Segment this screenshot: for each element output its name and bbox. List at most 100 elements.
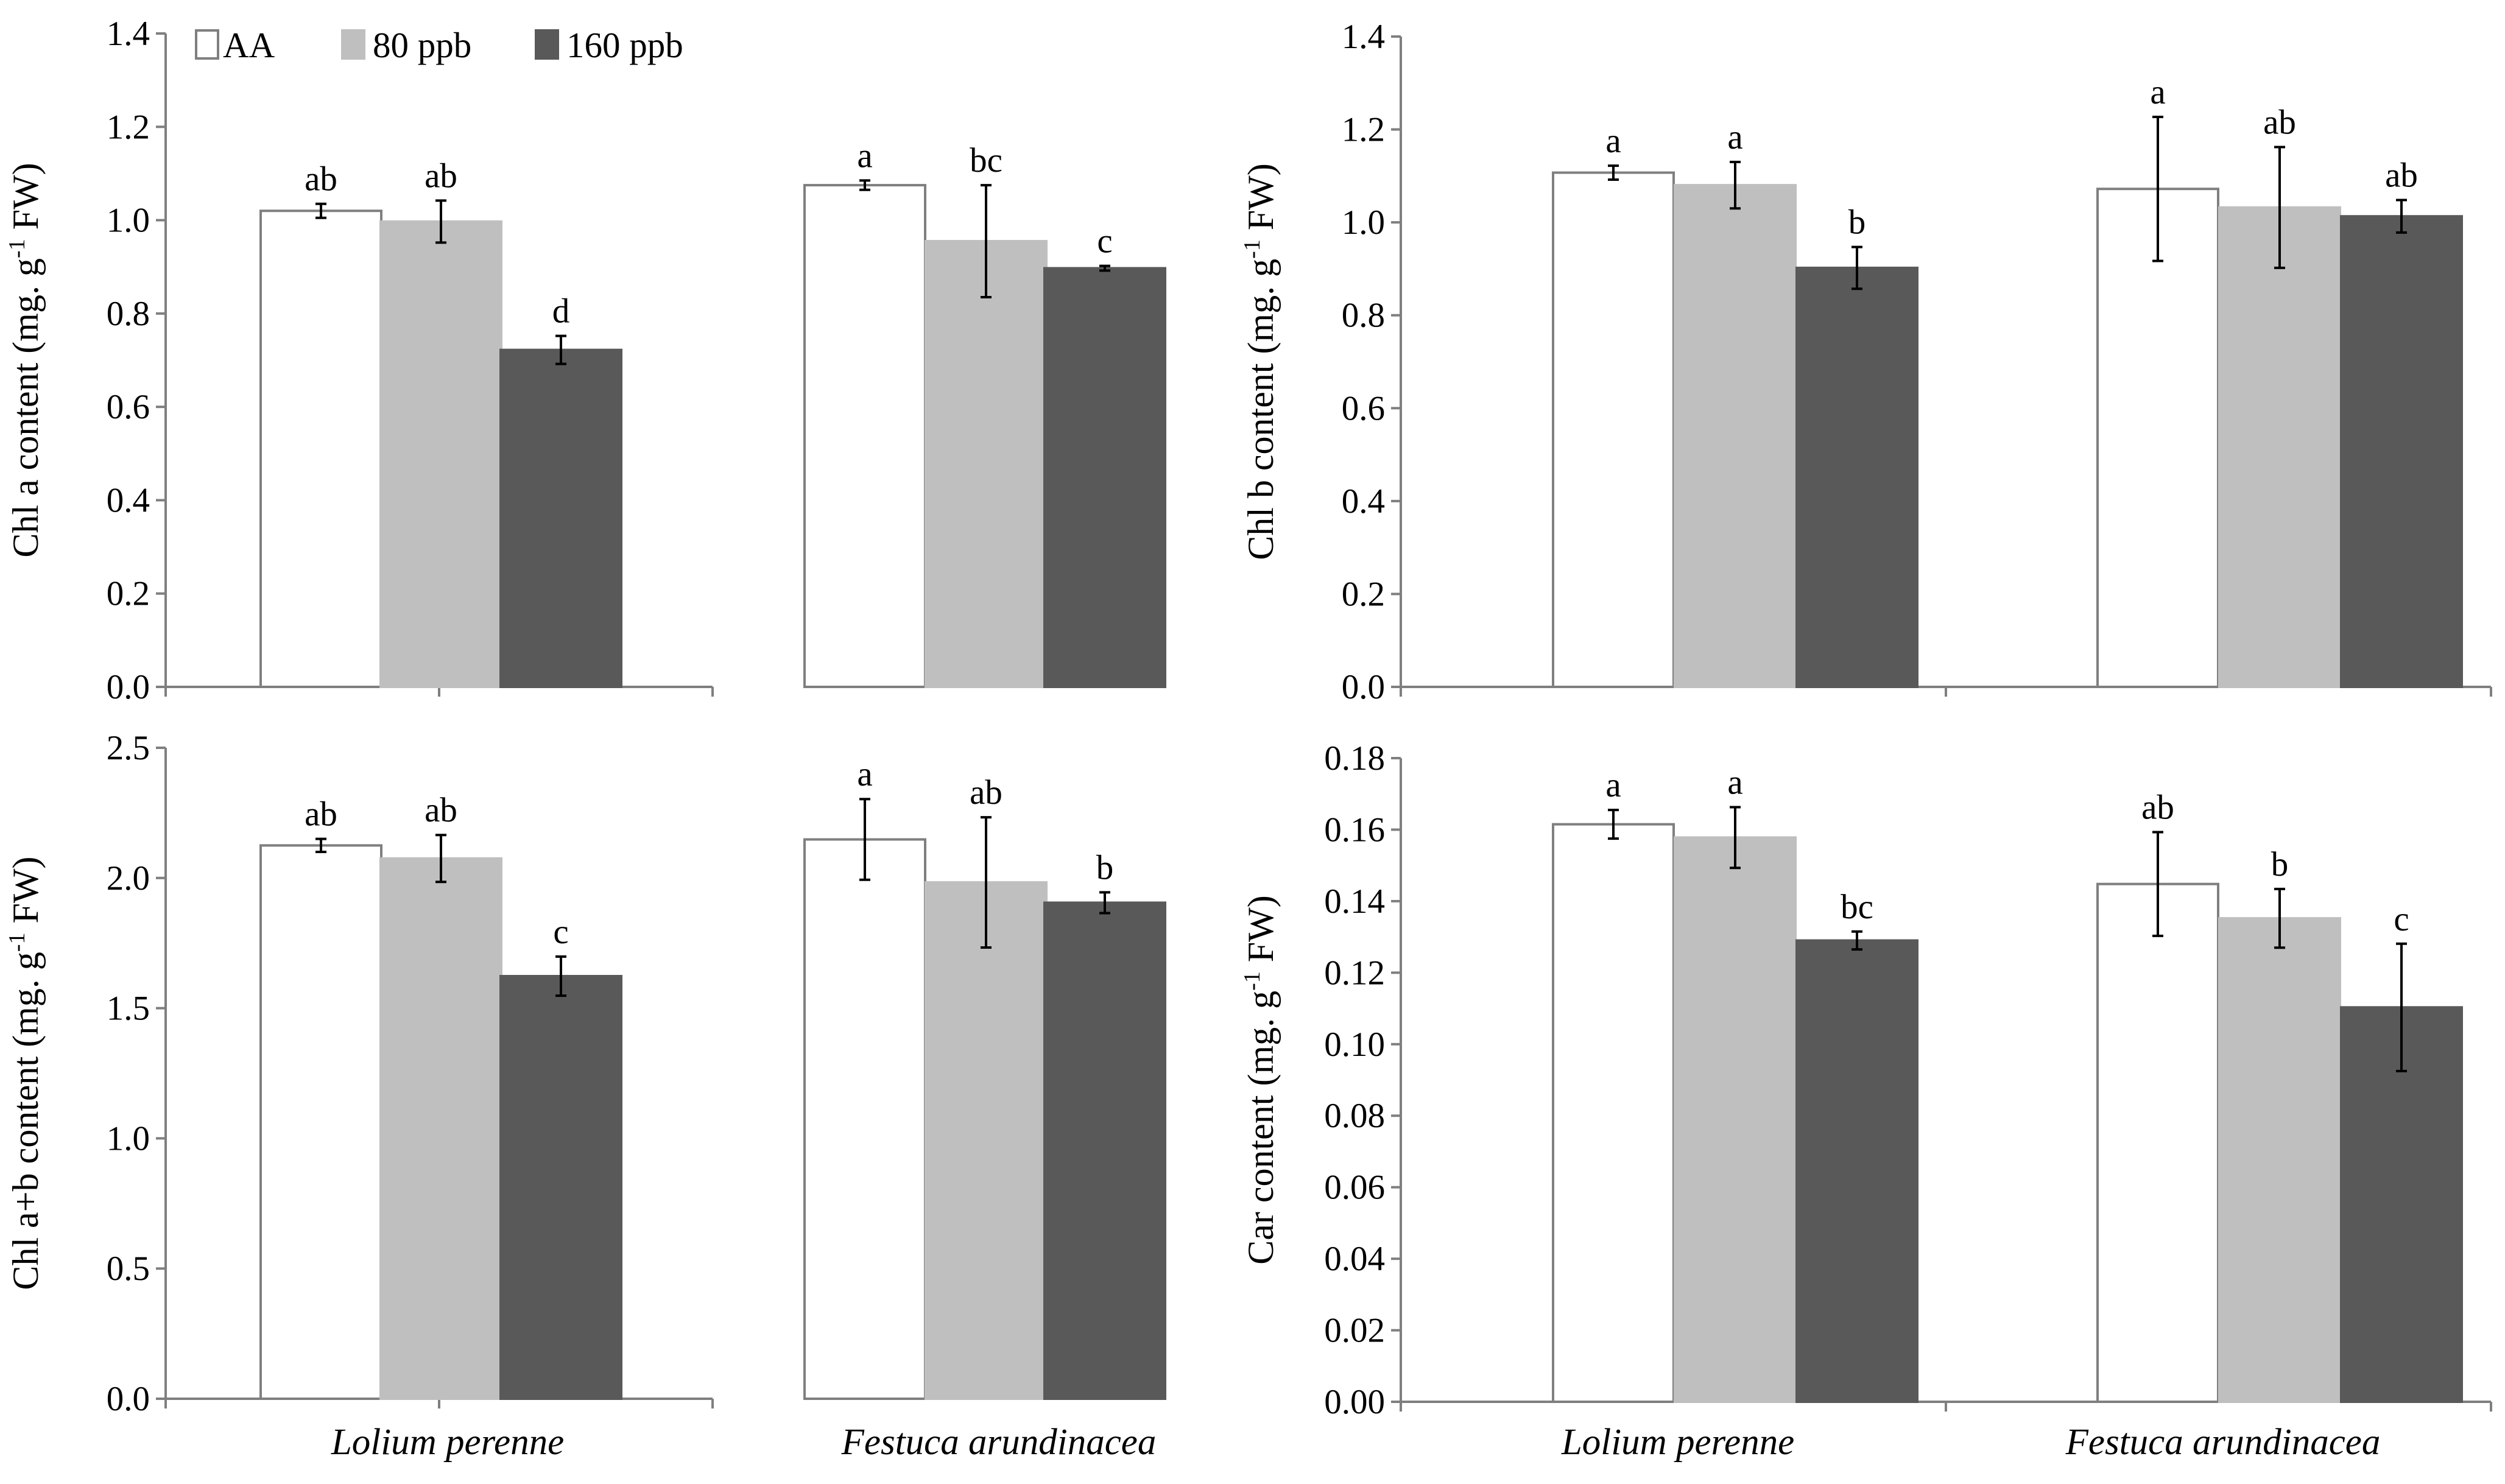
- bar-160-ppb: [2340, 215, 2463, 688]
- significance-label: a: [1605, 766, 1621, 804]
- y-tick-label: 1.4: [1342, 18, 1385, 56]
- significance-label: a: [2150, 73, 2165, 111]
- y-axis-title: Chl b content (mg. g-1 FW): [1239, 163, 1281, 560]
- y-tick-label: 0.4: [1342, 482, 1385, 521]
- y-axis-title-main: Car content (mg. g: [1241, 991, 1281, 1265]
- significance-label: bc: [1841, 888, 1873, 926]
- y-tick-label: 0.2: [1342, 575, 1385, 613]
- y-axis-title-main: Chl a+b content (mg. g: [5, 952, 46, 1290]
- significance-label: c: [553, 913, 568, 951]
- legend-swatch-160-ppb: [535, 29, 559, 60]
- y-tick-label: 0.16: [1324, 811, 1385, 849]
- y-tick-label: 0.0: [107, 1380, 150, 1418]
- legend-label: AA: [223, 25, 275, 65]
- significance-label: d: [552, 292, 570, 331]
- y-axis-title: Car content (mg. g-1 FW): [1239, 895, 1281, 1265]
- bar-80-ppb: [1674, 836, 1797, 1403]
- y-tick-label: 0.5: [107, 1250, 150, 1288]
- bar-AA: [2096, 882, 2219, 1404]
- significance-label: b: [2271, 845, 2289, 884]
- y-tick-label: 1.4: [107, 15, 150, 53]
- y-tick-label: 0.14: [1324, 882, 1385, 921]
- bar-80-ppb: [379, 857, 502, 1400]
- bar-160-ppb: [499, 975, 622, 1401]
- y-tick-label: 0.10: [1324, 1025, 1385, 1064]
- significance-label: ab: [425, 156, 457, 195]
- y-tick-label: 0.00: [1324, 1383, 1385, 1421]
- significance-label: ab: [305, 795, 337, 834]
- y-tick-label: 1.5: [107, 990, 150, 1028]
- y-tick-label: 0.6: [1342, 389, 1385, 427]
- bar-160-ppb: [1795, 939, 1918, 1403]
- significance-label: ab: [2263, 104, 2296, 142]
- bar-AA: [2096, 188, 2219, 688]
- y-tick-label: 0.4: [107, 481, 150, 519]
- significance-label: ab: [2141, 789, 2174, 827]
- bar-AA: [259, 209, 382, 688]
- chart-panel-4: 0.00 0.02 0.04 0.06 0.08 0.10 0.12 0.14 0.16 0.18…: [1239, 739, 2492, 1463]
- bar-80-ppb: [1674, 184, 1797, 689]
- bar-160-ppb: [499, 348, 622, 688]
- y-tick-label: 0.8: [1342, 297, 1385, 335]
- significance-label: a: [1727, 763, 1742, 801]
- y-axis-title-end: FW): [5, 163, 46, 239]
- y-tick-label: 1.0: [1342, 203, 1385, 242]
- bar-80-ppb: [925, 881, 1048, 1400]
- y-axis-title-sup: -1: [1239, 971, 1265, 991]
- significance-label: bc: [970, 141, 1002, 180]
- y-tick-label: 1.2: [1342, 111, 1385, 149]
- legend-swatch-80-ppb: [341, 29, 365, 60]
- significance-label: ab: [970, 773, 1002, 812]
- chart-panel-1: 0.0 0.2 0.4 0.6 0.8 1.0 1.2 1.4 Chl a content (m…: [4, 15, 1166, 706]
- y-axis-title-sup: -1: [4, 239, 30, 258]
- legend-label: 80 ppb: [373, 25, 471, 65]
- bar-80-ppb: [2218, 917, 2341, 1403]
- significance-label: c: [2394, 900, 2409, 938]
- category-label: Lolium perenne: [331, 1422, 564, 1463]
- y-axis-title-main: Chl a content (mg. g: [5, 258, 46, 558]
- y-tick-label: 1.0: [107, 1119, 150, 1158]
- y-tick-label: 0.2: [107, 575, 150, 613]
- significance-label: a: [1605, 122, 1621, 160]
- y-tick-label: 0.0: [1342, 668, 1385, 706]
- y-axis-title-main: Chl b content (mg. g: [1241, 259, 1281, 560]
- y-axis-title-sup: -1: [1239, 239, 1265, 259]
- y-tick-label: 0.08: [1324, 1097, 1385, 1135]
- bar-AA: [803, 184, 926, 688]
- y-axis-title-end: FW): [1241, 895, 1281, 971]
- y-axis-title: Chl a content (mg. g-1 FW): [4, 163, 46, 557]
- y-tick-label: 0.6: [107, 388, 150, 426]
- y-tick-label: 0.8: [107, 295, 150, 333]
- significance-label: c: [1097, 222, 1112, 261]
- y-tick-label: 2.0: [107, 859, 150, 898]
- bar-80-ppb: [925, 240, 1048, 688]
- bar-160-ppb: [1795, 266, 1918, 689]
- bar-160-ppb: [2340, 1006, 2463, 1404]
- bar-80-ppb: [2218, 206, 2341, 688]
- y-axis-title: Chl a+b content (mg. g-1 FW): [4, 856, 46, 1290]
- chart-panel-2: 0.0 0.2 0.4 0.6 0.8 1.0 1.2 1.4 Chl b content (m…: [1239, 18, 2492, 706]
- chart-panel-3: 0.0 0.5 1.0 1.5 2.0 2.5 Chl a+b content (mg. g…: [4, 729, 1166, 1463]
- category-label: Lolium perenne: [1561, 1422, 1794, 1463]
- y-tick-label: 0.18: [1324, 739, 1385, 778]
- y-tick-label: 0.0: [107, 668, 150, 706]
- significance-label: ab: [425, 791, 457, 829]
- bar-160-ppb: [1043, 267, 1166, 689]
- y-tick-label: 1.0: [107, 202, 150, 240]
- significance-label: ab: [305, 160, 337, 199]
- y-tick-label: 0.02: [1324, 1312, 1385, 1350]
- significance-label: b: [1096, 848, 1114, 887]
- y-tick-label: 2.5: [107, 729, 150, 767]
- bar-80-ppb: [379, 220, 502, 688]
- y-axis-title-end: FW): [5, 856, 46, 932]
- bar-AA: [1552, 823, 1675, 1403]
- y-tick-label: 0.06: [1324, 1169, 1385, 1207]
- bar-AA: [259, 844, 382, 1400]
- y-axis-title-end: FW): [1241, 163, 1281, 239]
- significance-label: b: [1848, 203, 1866, 242]
- significance-label: ab: [2385, 156, 2418, 195]
- significance-label: a: [1727, 118, 1742, 156]
- bar-AA: [1552, 171, 1675, 688]
- y-axis-title-sup: -1: [4, 932, 30, 952]
